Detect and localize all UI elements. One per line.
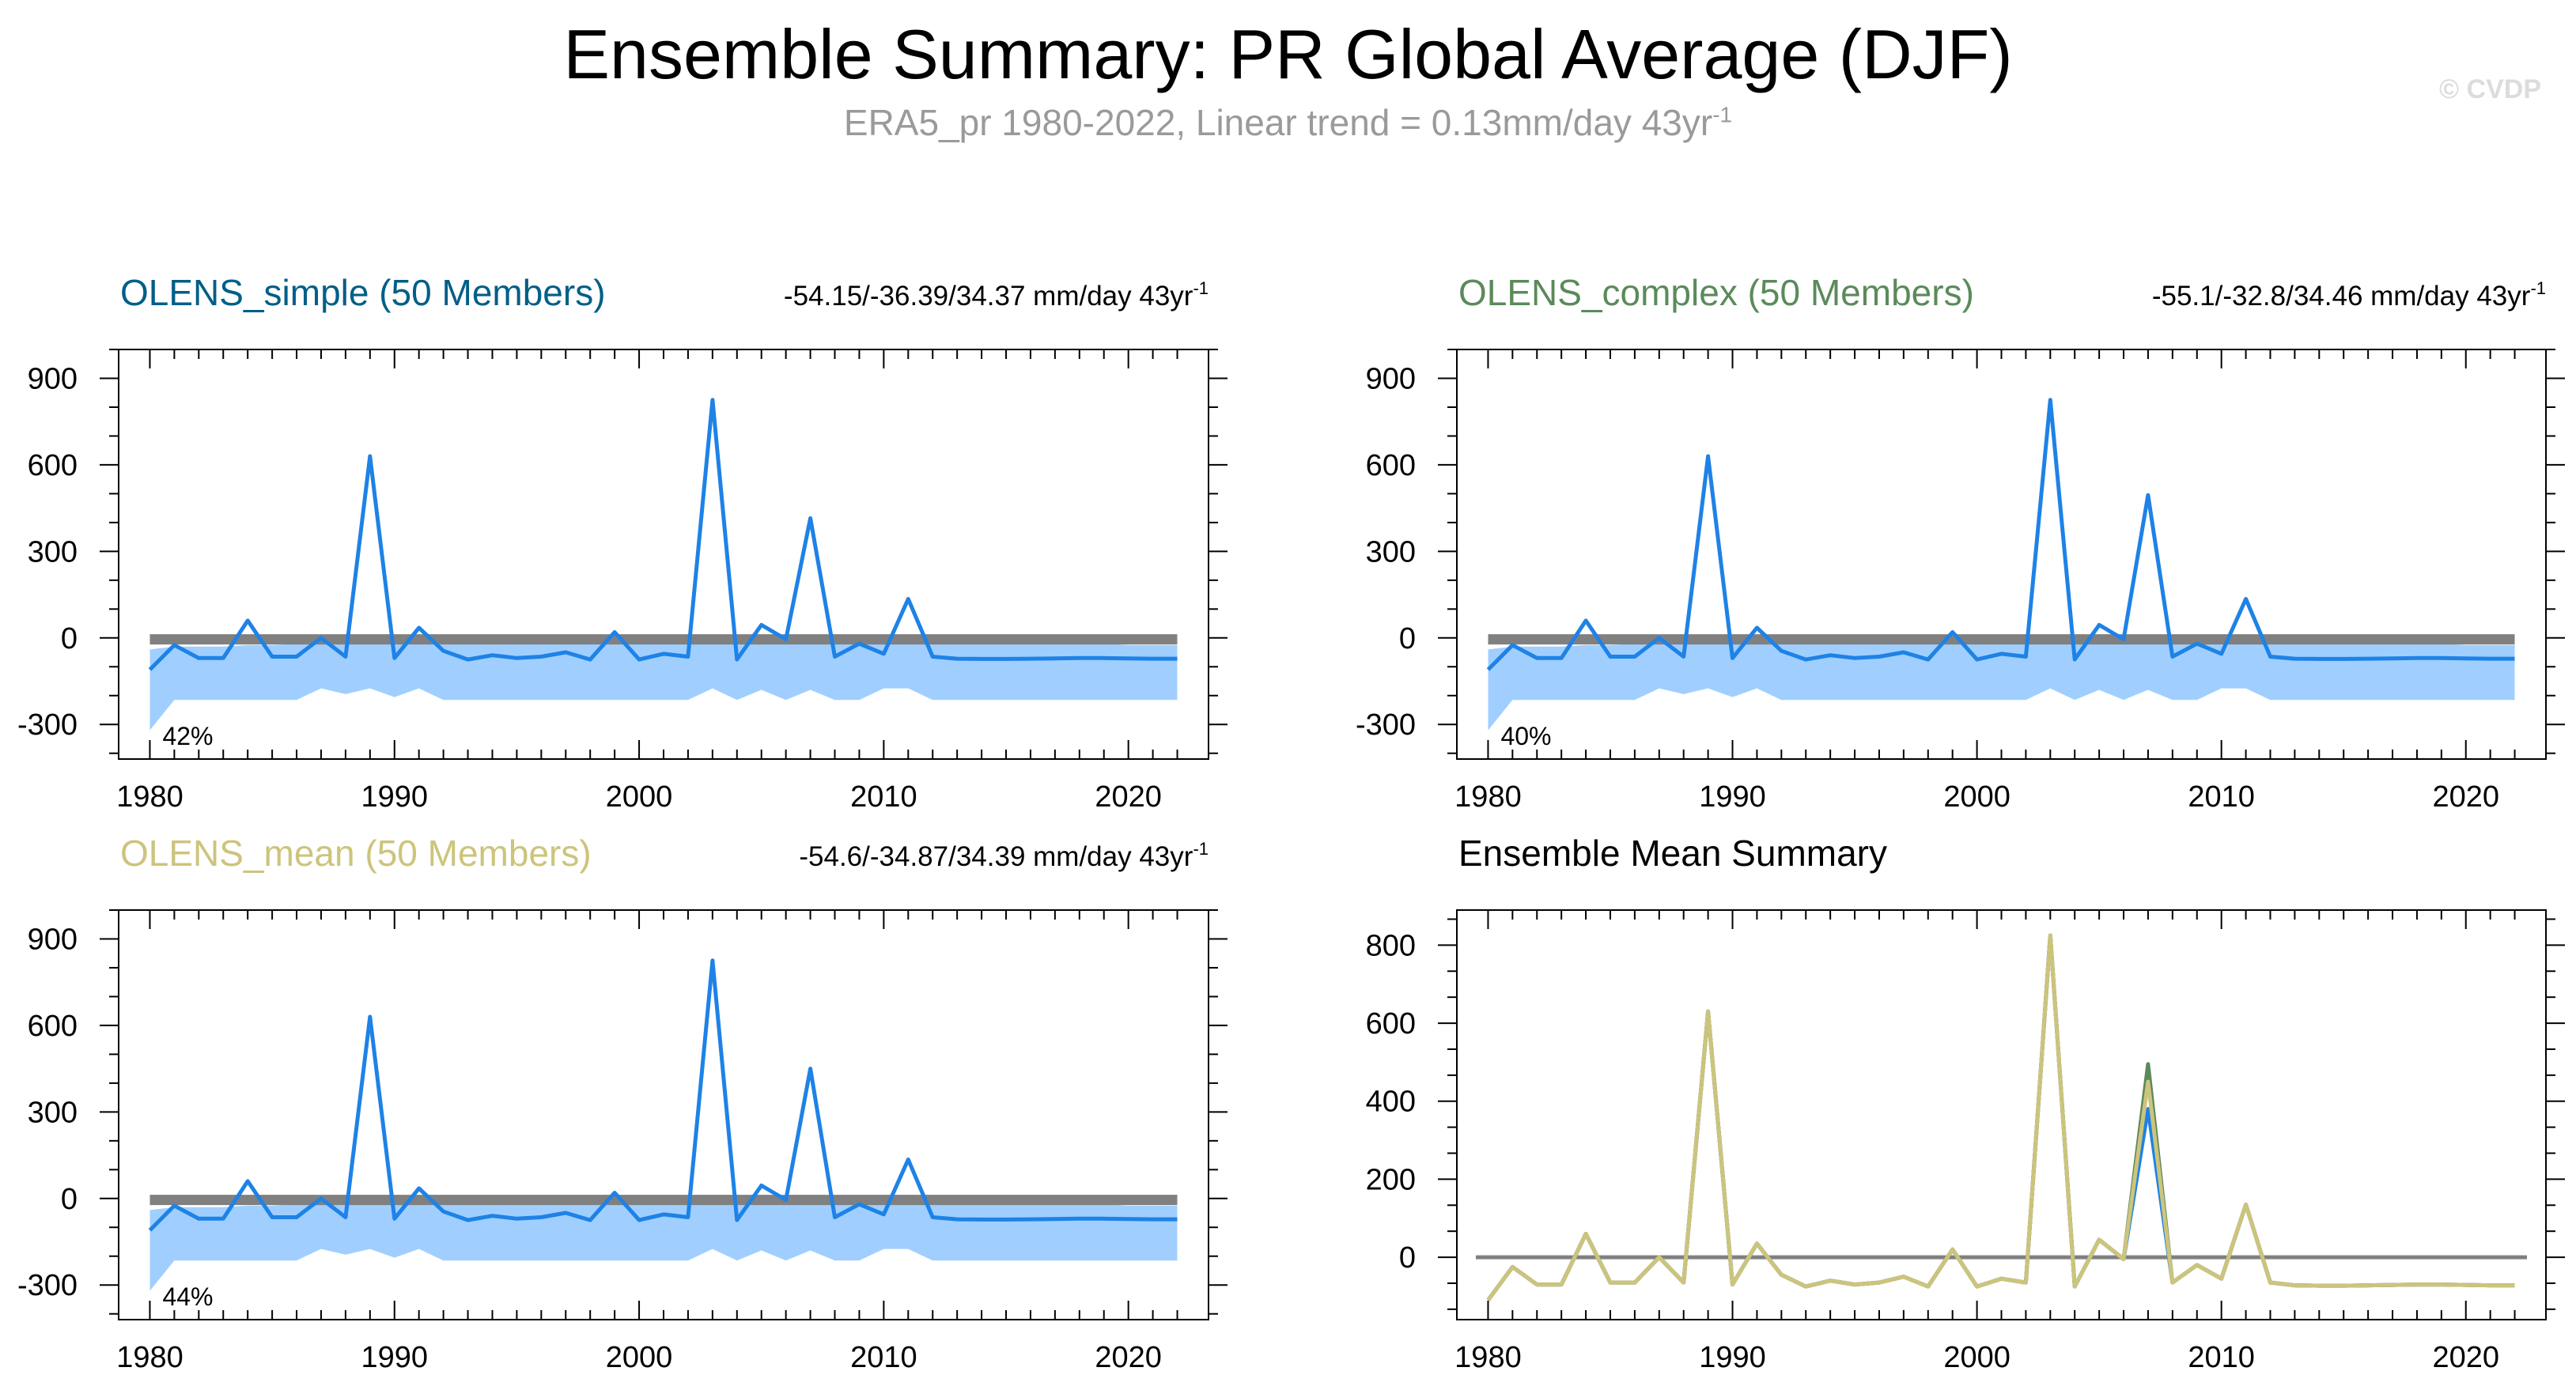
panel-stats: -55.1/-32.8/34.46 mm/day 43yr-1 [2152,278,2546,312]
x-tick-label: 2010 [2188,780,2255,814]
ensemble-spread-band [149,1204,1178,1291]
y-tick-label: -300 [1356,708,1416,742]
y-tick-label: 0 [61,1183,78,1216]
chart-panel-3: OLENS_mean (50 Members) -54.6/-34.87/34.3… [17,833,1227,1374]
observation-line [148,958,1178,1232]
watermark: © CVDP [2439,74,2541,104]
panel-title: OLENS_simple (50 Members) [120,272,606,313]
subtitle-exponent: -1 [1712,102,1733,127]
x-tick-label: 1980 [116,1341,183,1374]
panel-title: OLENS_mean (50 Members) [120,833,592,874]
ensemble-spread-band [1488,644,2515,731]
y-tick-label: 600 [28,1010,78,1043]
y-tick-label: 300 [1366,535,1416,568]
page-subtitle: ERA5_pr 1980-2022, Linear trend = 0.13mm… [0,101,2576,144]
panel-title: Ensemble Mean Summary [1458,833,1887,874]
ensemble-spread-band [149,644,1178,731]
y-tick-label: 900 [28,362,78,395]
y-tick-label: 600 [1366,1007,1416,1041]
ensemble-mean-series-line-3 [1486,933,2515,1301]
y-tick-label: 0 [1399,622,1416,655]
subtitle-text: ERA5_pr 1980-2022, Linear trend = 0.13mm… [843,102,1713,143]
x-tick-label: 2000 [1943,1341,2010,1374]
x-tick-label: 2020 [1095,1341,1162,1374]
x-tick-label: 1980 [116,780,183,814]
x-tick-label: 1990 [361,780,428,814]
y-tick-label: 300 [28,535,78,568]
x-tick-label: 2000 [1943,780,2010,814]
x-tick-label: 2020 [2432,780,2499,814]
x-tick-label: 2000 [606,1341,673,1374]
chart-panel-1: OLENS_simple (50 Members) -54.15/-36.39/3… [17,272,1227,814]
y-tick-label: 900 [1366,362,1416,395]
ensemble-mean-series-line-2 [1486,933,2515,1301]
y-tick-label: -300 [17,708,78,742]
y-tick-label: 0 [1399,1241,1416,1275]
x-tick-label: 1990 [1699,780,1766,814]
y-tick-label: 600 [28,449,78,482]
y-tick-label: 200 [1366,1163,1416,1196]
chart-panel-2: OLENS_complex (50 Members) -55.1/-32.8/34… [1356,272,2565,814]
x-tick-label: 2020 [1095,780,1162,814]
panel-stats-text: -54.15/-36.39/34.37 mm/day 43yr [784,281,1193,312]
x-tick-label: 2010 [2188,1341,2255,1374]
x-tick-label: 1980 [1454,1341,1522,1374]
y-tick-label: 0 [61,622,78,655]
panel-stats: -54.15/-36.39/34.37 mm/day 43yr-1 [784,278,1209,312]
panel-stats-exponent: -1 [1193,839,1209,859]
x-tick-label: 2010 [850,780,917,814]
y-tick-label: 800 [1366,929,1416,962]
y-tick-label: 900 [28,923,78,956]
x-tick-label: 1990 [1699,1341,1766,1374]
x-tick-label: 2010 [850,1341,917,1374]
percent-label: 42% [162,722,213,750]
panel-stats-text: -54.6/-34.87/34.39 mm/day 43yr [799,841,1193,872]
y-tick-label: 300 [28,1096,78,1129]
x-tick-label: 1980 [1454,780,1522,814]
panel-stats-text: -55.1/-32.8/34.46 mm/day 43yr [2152,281,2531,312]
ensemble-mean-series-line-1 [1486,933,2515,1301]
panel-title: OLENS_complex (50 Members) [1458,272,1974,313]
page-title: Ensemble Summary: PR Global Average (DJF… [563,15,2013,93]
panel-stats-exponent: -1 [1193,278,1209,298]
panel-stats-exponent: -1 [2530,278,2546,298]
x-tick-label: 2000 [606,780,673,814]
y-tick-label: 600 [1366,449,1416,482]
y-tick-label: -300 [17,1269,78,1302]
panel-stats: -54.6/-34.87/34.39 mm/day 43yr-1 [799,839,1209,872]
observation-line [148,398,1178,671]
observation-line [1486,398,2515,671]
percent-label: 40% [1500,722,1551,750]
x-tick-label: 1990 [361,1341,428,1374]
x-tick-label: 2020 [2432,1341,2499,1374]
percent-label: 44% [162,1282,213,1311]
y-tick-label: 400 [1366,1086,1416,1119]
